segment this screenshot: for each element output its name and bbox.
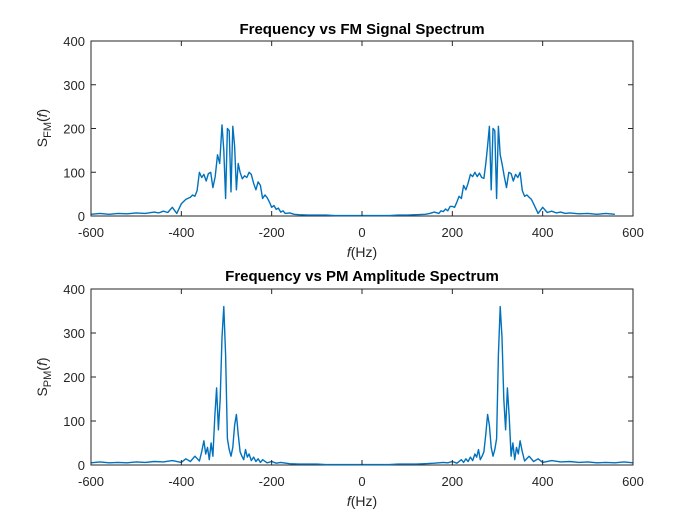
tick-group: -600 -400 -200 0 200 400 600 0 100 200 300 400 [63,34,644,240]
chart-title: Frequency vs FM Signal Spectrum [239,21,484,38]
x-tick-label: -200 [259,474,285,489]
fm-spectrum-panel: Frequency vs FM Signal Spectrum -600 -400… [34,21,644,260]
series-line [90,124,615,217]
x-tick-label: 600 [622,474,644,489]
x-tick-label: 0 [358,225,365,240]
x-tick-label: -600 [78,225,104,240]
y-tick-label: 300 [63,78,85,93]
y-tick-label: 400 [63,282,85,297]
y-axis-label: SFM(f) [34,109,54,147]
tick-group: -600 -400 -200 0 200 400 600 0 100 200 300 400 [63,282,644,489]
pm-spectrum-panel: Frequency vs PM Amplitude Spectrum -600-… [34,268,644,509]
x-tick-label: 200 [441,225,463,240]
x-tick-label: 0 [358,474,365,489]
y-tick-label: 300 [63,326,85,341]
x-tick-label: -400 [168,474,194,489]
y-axis-label: SPM(f) [34,357,54,396]
y-tick-label: 0 [78,209,85,224]
plot-area [90,40,634,217]
y-tick-label: 200 [63,122,85,137]
y-tick-label: 200 [63,370,85,385]
x-tick-label: 400 [532,474,554,489]
y-tick-label: 100 [63,165,85,180]
y-tick-label: 0 [78,458,85,473]
x-tick-label: -600 [78,474,104,489]
y-tick-label: 400 [63,34,85,49]
x-tick-label: -200 [259,225,285,240]
x-tick-label: 200 [441,474,463,489]
y-tick-label: 100 [63,414,85,429]
x-axis-label: f(Hz) [347,244,377,260]
x-tick-label: -400 [168,225,194,240]
plot-area [90,288,634,466]
x-tick-label: 600 [622,225,644,240]
chart-title: Frequency vs PM Amplitude Spectrum [225,268,499,285]
x-tick-label: 400 [532,225,554,240]
x-axis-label: f(Hz) [347,493,377,509]
